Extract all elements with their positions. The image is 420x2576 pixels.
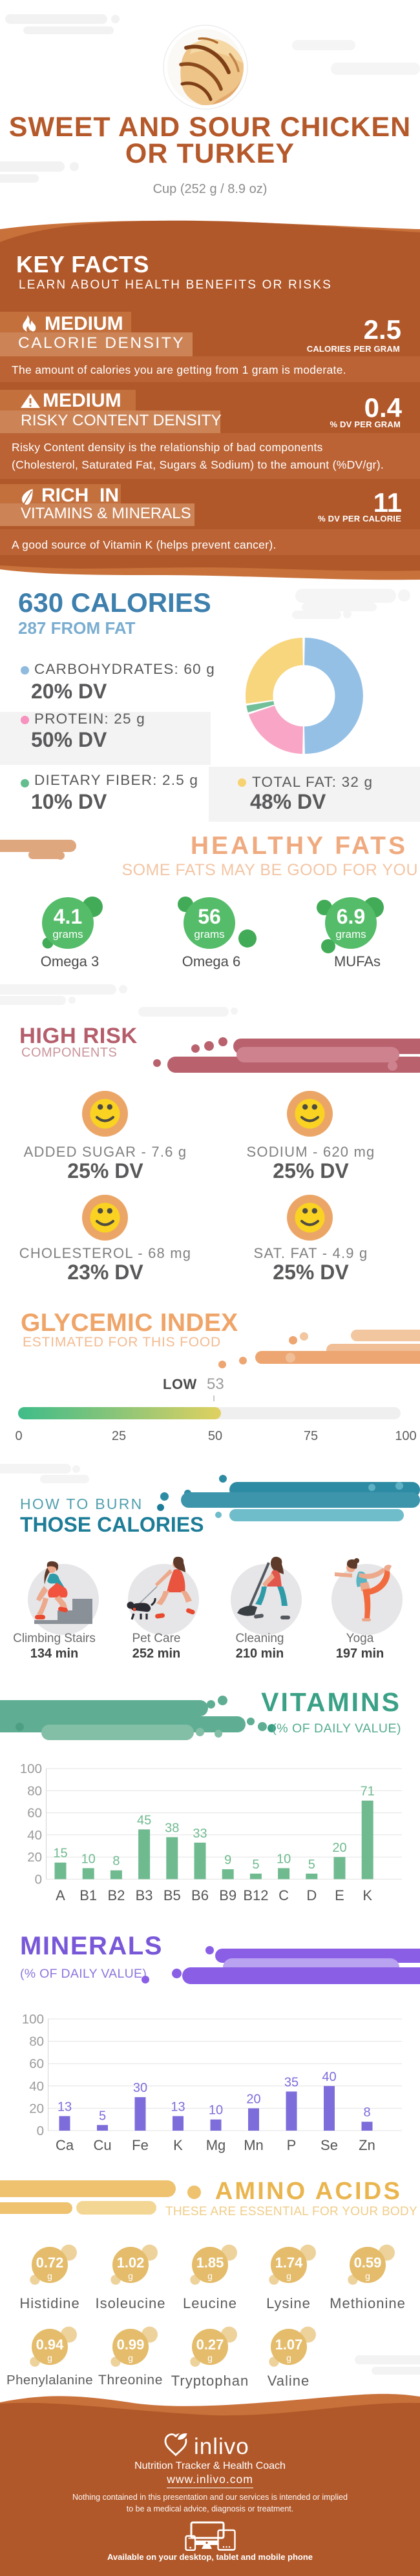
svg-text:10: 10 [81, 1852, 96, 1866]
svg-text:B6: B6 [191, 1887, 209, 1903]
svg-text:5: 5 [308, 1858, 315, 1872]
svg-text:8: 8 [363, 2105, 370, 2120]
svg-text:A: A [56, 1887, 65, 1903]
svg-text:g: g [47, 2271, 52, 2281]
svg-text:56: 56 [198, 905, 221, 928]
svg-text:grams: grams [52, 928, 83, 940]
svg-text:B1: B1 [79, 1887, 97, 1903]
svg-text:B3: B3 [136, 1887, 153, 1903]
svg-text:0.72: 0.72 [36, 2255, 64, 2271]
svg-text:1.07: 1.07 [275, 2337, 302, 2353]
svg-text:1.02: 1.02 [117, 2255, 145, 2271]
svg-text:60: 60 [29, 2056, 44, 2071]
svg-text:40: 40 [322, 2070, 336, 2084]
svg-text:15: 15 [53, 1847, 67, 1861]
svg-text:100: 100 [20, 1761, 42, 1776]
svg-text:0: 0 [37, 2124, 44, 2138]
svg-text:0.99: 0.99 [117, 2337, 145, 2353]
svg-text:20: 20 [27, 1850, 42, 1865]
svg-text:Mg: Mg [206, 2137, 226, 2153]
svg-text:0.59: 0.59 [354, 2255, 382, 2271]
svg-text:g: g [365, 2271, 370, 2281]
svg-text:B2: B2 [107, 1887, 125, 1903]
svg-text:Zn: Zn [359, 2137, 375, 2153]
svg-text:80: 80 [27, 1783, 42, 1798]
svg-text:20: 20 [246, 2092, 260, 2106]
svg-text:40: 40 [27, 1828, 42, 1843]
svg-text:10: 10 [209, 2104, 223, 2118]
svg-text:g: g [128, 2271, 133, 2281]
svg-text:6.9: 6.9 [337, 905, 365, 928]
svg-text:E: E [335, 1887, 344, 1903]
svg-text:1.74: 1.74 [275, 2255, 303, 2271]
svg-text:0: 0 [35, 1872, 42, 1887]
svg-text:B12: B12 [243, 1887, 268, 1903]
svg-text:13: 13 [58, 2100, 72, 2115]
svg-text:P: P [287, 2137, 297, 2153]
svg-text:4.1: 4.1 [54, 905, 82, 928]
svg-text:0.94: 0.94 [36, 2337, 65, 2353]
svg-text:g: g [207, 2353, 213, 2363]
svg-text:71: 71 [361, 1785, 375, 1799]
svg-text:C: C [278, 1887, 289, 1903]
svg-text:20: 20 [332, 1841, 346, 1855]
svg-text:45: 45 [137, 1813, 151, 1827]
svg-text:1.85: 1.85 [196, 2255, 224, 2271]
svg-text:D: D [306, 1887, 317, 1903]
svg-text:5: 5 [99, 2109, 106, 2123]
svg-text:Mn: Mn [244, 2137, 264, 2153]
svg-text:38: 38 [165, 1821, 179, 1835]
svg-text:5: 5 [252, 1858, 259, 1872]
svg-text:30: 30 [133, 2081, 147, 2095]
svg-text:g: g [128, 2353, 133, 2363]
svg-text:8: 8 [112, 1854, 120, 1869]
svg-text:13: 13 [171, 2100, 185, 2115]
svg-text:g: g [207, 2271, 213, 2281]
svg-text:40: 40 [29, 2079, 44, 2094]
svg-text:9: 9 [224, 1853, 231, 1867]
svg-text:B5: B5 [163, 1887, 181, 1903]
svg-text:K: K [362, 1887, 372, 1903]
svg-text:Se: Se [320, 2137, 338, 2153]
svg-text:g: g [286, 2271, 291, 2281]
svg-text:B9: B9 [219, 1887, 236, 1903]
svg-text:grams: grams [194, 928, 224, 940]
svg-text:grams: grams [335, 928, 366, 940]
svg-text:g: g [47, 2353, 52, 2363]
svg-text:g: g [286, 2353, 291, 2363]
svg-text:Fe: Fe [132, 2137, 149, 2153]
svg-text:K: K [173, 2137, 183, 2153]
svg-text:0.27: 0.27 [196, 2337, 224, 2353]
svg-text:100: 100 [22, 2012, 44, 2027]
svg-text:Cu: Cu [93, 2137, 111, 2153]
svg-text:60: 60 [27, 1806, 42, 1821]
svg-text:35: 35 [284, 2075, 299, 2089]
svg-text:10: 10 [277, 1852, 291, 1866]
svg-text:33: 33 [193, 1827, 207, 1841]
svg-text:80: 80 [29, 2034, 44, 2049]
svg-text:Ca: Ca [56, 2137, 74, 2153]
svg-text:20: 20 [29, 2101, 44, 2116]
